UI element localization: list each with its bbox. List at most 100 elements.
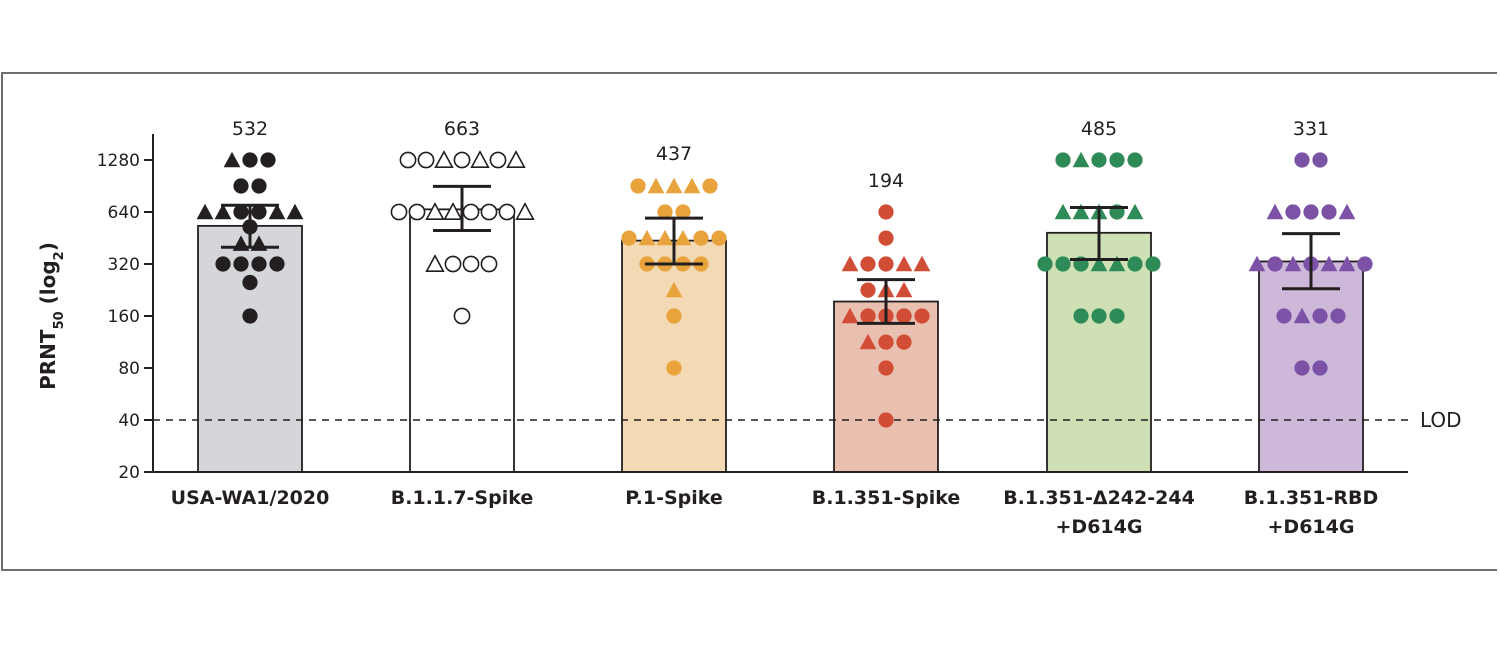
data-point-circle — [1109, 308, 1125, 324]
bar-value-label: 331 — [1293, 118, 1329, 140]
y-label-close: ) — [36, 242, 60, 251]
data-point-triangle — [895, 255, 913, 272]
data-point-circle — [242, 274, 258, 291]
data-point-circle — [1145, 256, 1161, 272]
data-point-triangle — [683, 177, 701, 194]
data-point-circle — [630, 178, 646, 194]
data-point-circle — [1091, 308, 1107, 324]
data-point-triangle — [425, 254, 445, 273]
data-point-circle — [233, 178, 249, 194]
data-point-triangle — [1284, 255, 1302, 272]
bar — [621, 239, 727, 473]
bar — [833, 300, 939, 473]
data-point-circle — [453, 151, 471, 169]
category-label: B.1.351-Δ242-244 — [1003, 487, 1195, 509]
data-point-triangle — [665, 281, 683, 298]
lod-layer: LOD — [153, 408, 1462, 432]
data-point-triangle — [656, 229, 674, 246]
data-point-circle — [233, 256, 249, 272]
data-point-triangle — [1338, 255, 1356, 272]
data-point-triangle — [895, 281, 913, 298]
data-point-circle — [1109, 152, 1125, 168]
data-point-circle — [702, 178, 718, 194]
data-point-circle — [1312, 152, 1328, 168]
data-point-circle — [269, 256, 285, 272]
data-point-triangle — [638, 229, 656, 246]
data-point-circle — [878, 360, 894, 376]
data-point-circle — [233, 204, 249, 220]
data-point-circle — [878, 230, 894, 246]
bar-value-label: 663 — [444, 118, 480, 140]
data-point-circle — [408, 203, 426, 221]
data-point-triangle — [1293, 307, 1311, 324]
data-point-circle — [489, 151, 507, 169]
data-point-circle — [251, 204, 267, 220]
data-point-triangle — [859, 333, 877, 350]
data-point-circle — [1330, 308, 1346, 324]
data-point-triangle — [1338, 203, 1356, 220]
data-point-circle — [480, 203, 498, 221]
data-point-triangle — [434, 150, 454, 169]
data-point-circle — [657, 204, 673, 220]
y-ticks: 20 40 80 160 320 640 1280 — [97, 151, 153, 483]
bar-value-label: 532 — [232, 118, 268, 140]
data-point-circle — [399, 151, 417, 169]
bar-value-label: 437 — [656, 143, 692, 165]
data-point-triangle — [214, 203, 232, 220]
y-tick-label: 20 — [118, 463, 140, 483]
data-point-circle — [675, 204, 691, 220]
category-label: B.1.351-Spike — [812, 487, 961, 509]
data-point-circle — [1312, 308, 1328, 324]
data-point-circle — [1037, 256, 1053, 272]
y-label-suffix: (log — [36, 260, 60, 311]
data-point-circle — [1127, 256, 1143, 272]
data-point-circle — [1127, 152, 1143, 168]
data-point-circle — [693, 230, 709, 246]
data-point-circle — [1294, 152, 1310, 168]
bar — [1258, 260, 1364, 473]
category-label: B.1.1.7-Spike — [391, 487, 534, 509]
data-point-circle — [1357, 256, 1373, 272]
data-point-circle — [666, 308, 682, 324]
data-point-circle — [896, 308, 912, 324]
category-label: P.1-Spike — [625, 487, 723, 509]
data-point-circle — [711, 230, 727, 246]
data-point-circle — [1055, 152, 1071, 168]
data-point-circle — [453, 307, 471, 325]
data-point-triangle — [1126, 203, 1144, 220]
data-point-circle — [251, 256, 267, 272]
data-point-circle — [480, 255, 498, 273]
y-tick-label: 160 — [108, 307, 140, 327]
data-point-triangle — [425, 202, 445, 221]
data-point-circle — [1073, 308, 1089, 324]
data-point-circle — [1055, 256, 1071, 272]
data-point-circle — [860, 282, 876, 298]
data-point-circle — [498, 203, 516, 221]
data-point-triangle — [506, 150, 526, 169]
y-tick-label: 1280 — [97, 151, 140, 171]
data-point-triangle — [223, 151, 241, 168]
data-point-circle — [462, 255, 480, 273]
data-point-circle — [878, 256, 894, 272]
category-label-line2: +D614G — [1268, 516, 1355, 538]
lod-label: LOD — [1420, 408, 1462, 432]
y-axis — [152, 134, 1408, 473]
data-point-circle — [1276, 308, 1292, 324]
data-point-circle — [1294, 360, 1310, 376]
bar — [197, 224, 303, 473]
data-point-circle — [215, 256, 231, 272]
data-point-circle — [242, 152, 258, 168]
data-point-triangle — [913, 255, 931, 272]
data-point-triangle — [1248, 255, 1266, 272]
y-label-suffix-sub: 2 — [52, 251, 67, 260]
data-point-circle — [251, 178, 267, 194]
data-point-circle — [878, 412, 894, 428]
data-point-circle — [1303, 204, 1319, 220]
data-point-triangle — [1072, 203, 1090, 220]
data-point-triangle — [1108, 255, 1126, 272]
y-tick-label: 640 — [108, 203, 140, 223]
y-tick-label: 80 — [118, 359, 140, 379]
y-tick-label: 40 — [118, 411, 140, 431]
data-point-circle — [1312, 360, 1328, 376]
